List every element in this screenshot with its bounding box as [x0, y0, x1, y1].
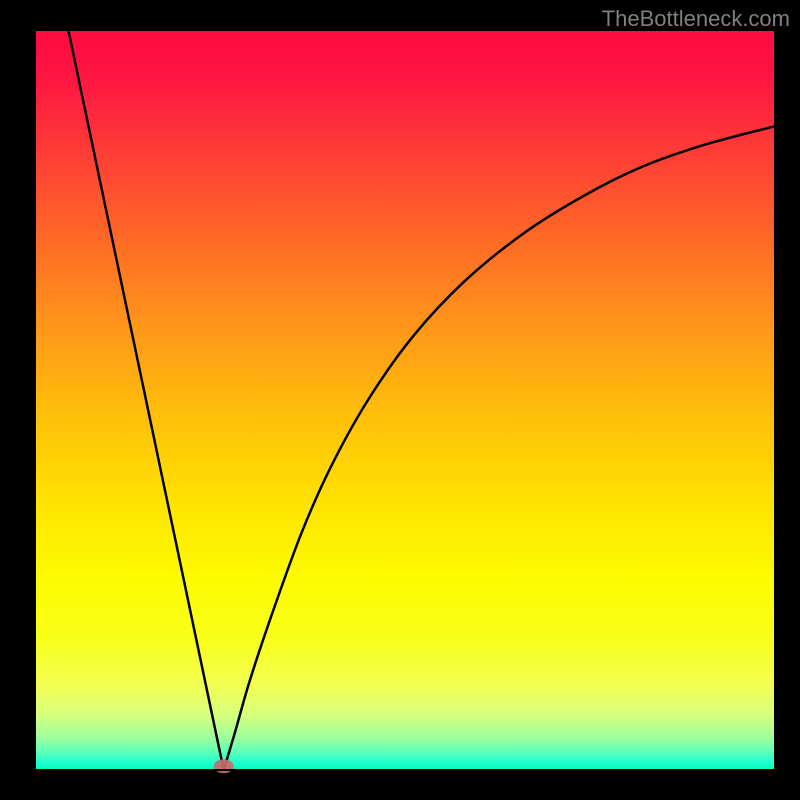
bottleneck-chart: TheBottleneck.com	[0, 0, 800, 800]
minimum-marker	[214, 759, 234, 773]
chart-svg	[0, 0, 800, 800]
watermark-text: TheBottleneck.com	[602, 6, 790, 32]
